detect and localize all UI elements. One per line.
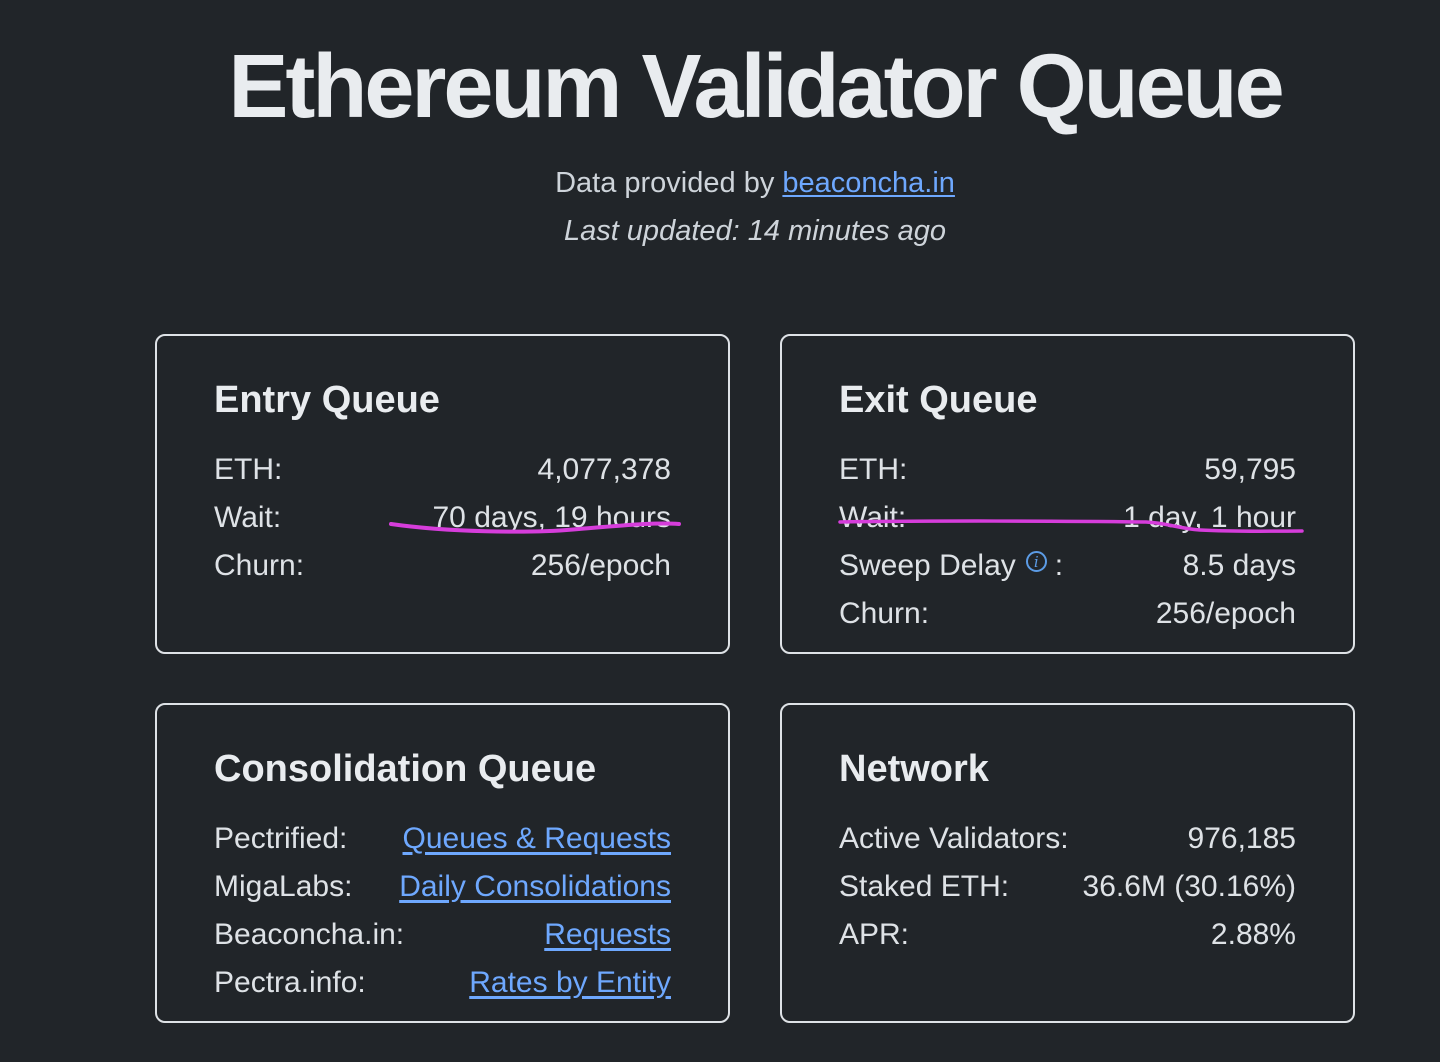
apr-value: 2.88% <box>1210 918 1296 951</box>
exit-eth-value: 59,795 <box>1204 453 1296 486</box>
info-icon[interactable]: i <box>1025 551 1047 572</box>
consolidation-queue-card: Consolidation Queue Pectrified: Queues &… <box>155 703 730 1023</box>
entry-wait-value: 70 days, 19 hours <box>432 501 672 534</box>
exit-churn-row: Churn: 256/epoch <box>839 590 1296 638</box>
pectra-rates-by-entity-link[interactable]: Rates by Entity <box>469 966 671 999</box>
entry-queue-title: Entry Queue <box>214 379 440 421</box>
exit-eth-row: ETH: 59,795 <box>839 446 1296 494</box>
migalabs-label: MigaLabs: <box>214 870 353 903</box>
entry-eth-label: ETH: <box>214 453 283 486</box>
data-provided-text: Data provided by <box>555 167 783 199</box>
entry-wait-row: Wait: 70 days, 19 hours <box>214 494 671 542</box>
pectrified-queues-requests-link[interactable]: Queues & Requests <box>402 822 672 855</box>
entry-queue-card: Entry Queue ETH: 4,077,378 Wait: 70 days… <box>155 334 730 654</box>
network-active-validators-row: Active Validators: 976,185 <box>839 815 1296 863</box>
exit-queue-title: Exit Queue <box>839 379 1038 421</box>
exit-sweep-delay-label: Sweep Delay i: <box>839 549 1064 582</box>
exit-churn-label: Churn: <box>839 597 930 630</box>
page-container: Ethereum Validator Queue Data provided b… <box>155 0 1355 1023</box>
entry-churn-label: Churn: <box>214 549 305 582</box>
entry-eth-value: 4,077,378 <box>537 453 671 486</box>
migalabs-daily-consolidations-link[interactable]: Daily Consolidations <box>399 870 671 903</box>
exit-queue-card: Exit Queue ETH: 59,795 Wait: 1 day, 1 ho… <box>780 334 1355 654</box>
beaconcha-label: Beaconcha.in: <box>214 918 405 951</box>
beaconcha-requests-link[interactable]: Requests <box>544 918 671 951</box>
exit-sweep-delay-colon: : <box>1054 549 1064 582</box>
page-title: Ethereum Validator Queue <box>228 37 1284 137</box>
staked-eth-value: 36.6M (30.16%) <box>1082 870 1296 903</box>
network-title: Network <box>839 748 989 790</box>
entry-churn-row: Churn: 256/epoch <box>214 542 671 590</box>
last-updated-text: Last updated: 14 minutes ago <box>563 215 947 247</box>
exit-wait-value: 1 day, 1 hour <box>1123 501 1296 534</box>
staked-eth-label: Staked ETH: <box>839 870 1010 903</box>
network-card: Network Active Validators: 976,185 Stake… <box>780 703 1355 1023</box>
entry-wait-label: Wait: <box>214 501 282 534</box>
consolidation-beaconcha-row: Beaconcha.in: Requests <box>214 911 671 959</box>
exit-churn-value: 256/epoch <box>1155 597 1296 630</box>
network-staked-eth-row: Staked ETH: 36.6M (30.16%) <box>839 863 1296 911</box>
consolidation-queue-title: Consolidation Queue <box>214 748 597 790</box>
exit-sweep-delay-row: Sweep Delay i: 8.5 days <box>839 542 1296 590</box>
exit-wait-label: Wait: <box>839 501 907 534</box>
pectra-info-label: Pectra.info: <box>214 966 366 999</box>
exit-eth-label: ETH: <box>839 453 908 486</box>
pectrified-label: Pectrified: <box>214 822 348 855</box>
consolidation-pectrified-row: Pectrified: Queues & Requests <box>214 815 671 863</box>
apr-label: APR: <box>839 918 910 951</box>
cards-grid: Entry Queue ETH: 4,077,378 Wait: 70 days… <box>155 334 1355 1023</box>
entry-eth-row: ETH: 4,077,378 <box>214 446 671 494</box>
beaconcha-link[interactable]: beaconcha.in <box>782 167 955 199</box>
entry-churn-value: 256/epoch <box>530 549 671 582</box>
exit-wait-row: Wait: 1 day, 1 hour <box>839 494 1296 542</box>
page-header: Ethereum Validator Queue Data provided b… <box>155 0 1355 248</box>
exit-sweep-delay-value: 8.5 days <box>1182 549 1296 582</box>
active-validators-label: Active Validators: <box>839 822 1069 855</box>
data-source-line: Data provided by beaconcha.in <box>155 166 1355 200</box>
active-validators-value: 976,185 <box>1187 822 1296 855</box>
network-apr-row: APR: 2.88% <box>839 911 1296 959</box>
consolidation-pectra-info-row: Pectra.info: Rates by Entity <box>214 959 671 1007</box>
consolidation-migalabs-row: MigaLabs: Daily Consolidations <box>214 863 671 911</box>
